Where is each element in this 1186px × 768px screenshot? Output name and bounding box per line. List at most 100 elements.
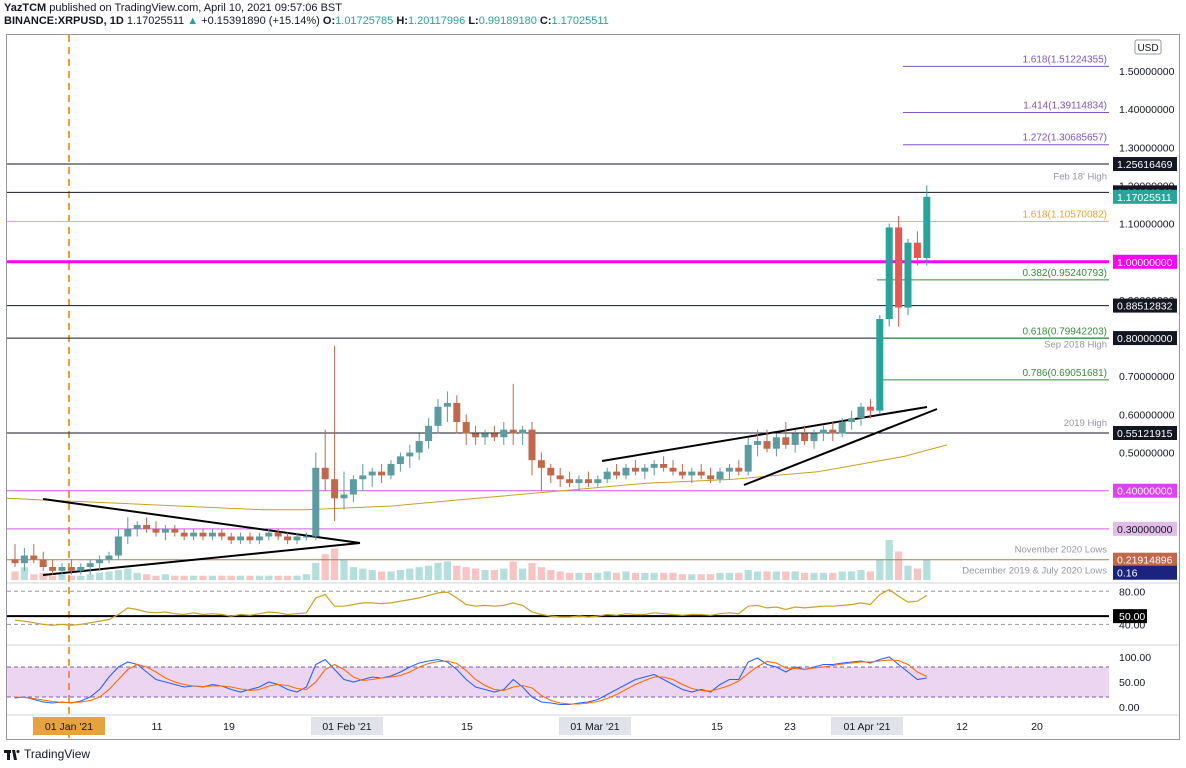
volume-bar	[688, 574, 696, 580]
price-change: +0.15391890 (+15.14%)	[201, 15, 320, 27]
volume-bar	[86, 574, 94, 580]
candle-body	[331, 479, 339, 499]
price-tag-label: 1.25616469	[1117, 159, 1173, 171]
annotation-label: Feb 18' High	[1053, 172, 1107, 183]
volume-bar	[208, 575, 216, 580]
volume-bar	[284, 575, 292, 580]
x-tick-label: 01 Feb '21	[322, 721, 371, 733]
candle-body	[284, 536, 292, 541]
close-value: 1.17025511	[551, 15, 609, 27]
low-value: 0.99189180	[478, 15, 537, 27]
price-tag-box	[1113, 565, 1177, 580]
volume-bar	[641, 572, 649, 580]
fib-label: 0.382(0.95240793)	[1022, 268, 1107, 279]
tradingview-logo-icon[interactable]	[4, 748, 20, 760]
candle-body	[528, 429, 536, 461]
volume-bar	[509, 561, 517, 580]
rsi-pane[interactable]	[7, 582, 1179, 626]
candle-body	[124, 528, 132, 537]
volume-bar	[697, 574, 705, 580]
volume-bar	[443, 561, 451, 580]
volume-bar	[321, 554, 329, 580]
symbol-label: BINANCE:XRPUSD, 1D	[4, 15, 124, 27]
price-tag-label: 0.16	[1117, 568, 1138, 580]
stoch-rsi-pane[interactable]	[7, 644, 1179, 706]
stoch-d-line	[14, 659, 928, 705]
price-tag-box	[1113, 331, 1177, 346]
candle-body	[161, 528, 169, 533]
high-value: 1.20117996	[407, 15, 466, 27]
volume-bar	[349, 567, 357, 580]
candle-body	[237, 536, 245, 541]
candle-body	[143, 525, 151, 529]
price-tick-label: 0.50000000	[1119, 448, 1175, 460]
candle-body	[810, 433, 818, 442]
footer: TradingView	[4, 744, 90, 764]
price-tick-label: 0.60000000	[1119, 409, 1175, 421]
volume-bar	[603, 571, 611, 580]
high-label: H:	[396, 15, 408, 27]
candle-body	[39, 559, 47, 567]
volume-bar	[472, 568, 480, 580]
volume-bar	[660, 572, 668, 580]
candle-body	[378, 471, 386, 476]
footer-brand[interactable]: TradingView	[24, 747, 91, 761]
candle-body	[866, 406, 874, 411]
candle-body	[321, 467, 329, 480]
publish-info: published on TradingView.com, April 10, …	[49, 2, 342, 14]
candle-body	[575, 479, 583, 484]
rsi-tick-label: 50.00	[1119, 611, 1145, 623]
x-tick-box	[831, 717, 903, 735]
volume-bar	[594, 572, 602, 580]
candle-body	[171, 528, 179, 533]
volume-bar	[519, 568, 527, 580]
currency-badge	[1134, 39, 1162, 55]
publisher-name[interactable]: YazTCM	[4, 2, 47, 14]
volume-bar	[810, 572, 818, 580]
volume-bar	[537, 567, 545, 580]
volume-bar	[105, 571, 113, 580]
fib-label: 1.414(1.39114834)	[1023, 101, 1107, 112]
volume-bar	[39, 572, 47, 580]
volume-bar	[114, 570, 122, 580]
candle-body	[359, 475, 367, 480]
price-axis[interactable]: USD1.500000001.400000001.300000001.20000…	[1113, 39, 1177, 714]
price-tag-label: 0.30000000	[1117, 524, 1173, 536]
candle-body	[895, 227, 903, 308]
volume-bar	[124, 568, 132, 580]
x-tick-label: 20	[1031, 721, 1043, 733]
candle-body	[58, 567, 66, 571]
time-axis[interactable]: 01 Jan '21 11 19 01 Feb '21 15 01 Mar '21 15 23…	[7, 714, 1179, 735]
volume-bar	[396, 570, 404, 580]
volume-bar	[237, 575, 245, 580]
rsi-line	[14, 588, 928, 626]
candle-body	[594, 479, 602, 484]
candle-body	[11, 559, 19, 564]
price-tag-box	[1113, 298, 1177, 313]
candle-body	[349, 479, 357, 495]
volume-bar	[265, 575, 273, 580]
price-tick-label: 1.50000000	[1119, 66, 1175, 78]
price-tag-box	[1113, 254, 1177, 269]
volume-bar	[312, 562, 320, 580]
candle-body	[293, 536, 301, 541]
candle-body	[472, 433, 480, 438]
candle-body	[603, 471, 611, 480]
volume-bar	[725, 572, 733, 580]
candle-body	[519, 429, 527, 434]
candle-body	[754, 441, 762, 445]
volume-bar	[678, 574, 686, 580]
volume-bar	[895, 551, 903, 580]
candle-body	[613, 471, 621, 476]
chart-frame[interactable]: 1.618(1.51224355) 1.414(1.39114834) 1.272(…	[6, 34, 1180, 740]
rsi-tick-label: 40.00	[1119, 619, 1145, 631]
candle-body	[340, 494, 348, 499]
candle-body	[453, 402, 461, 423]
candle-body	[133, 525, 141, 529]
volume-bar	[378, 571, 386, 580]
price-pane[interactable]: 1.618(1.51224355) 1.414(1.39114834) 1.272(…	[6, 35, 1109, 739]
volume-bar	[613, 572, 621, 580]
volume-bar	[199, 575, 207, 580]
candle-body	[368, 471, 376, 476]
price-chart[interactable]: 1.618(1.51224355) 1.414(1.39114834) 1.272(…	[6, 35, 1179, 739]
